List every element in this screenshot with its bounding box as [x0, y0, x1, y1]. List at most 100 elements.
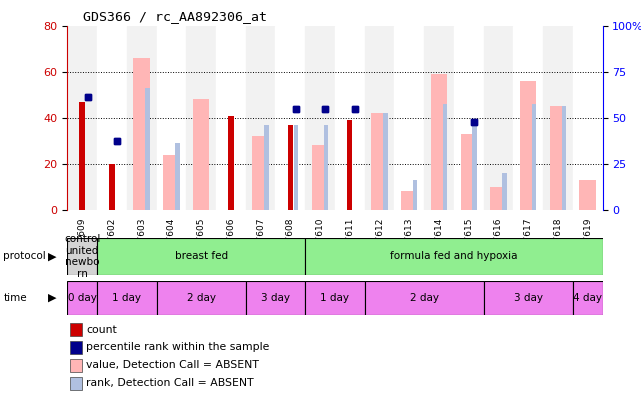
Text: 2 day: 2 day	[410, 293, 438, 303]
Bar	[163, 154, 179, 210]
Bar	[97, 26, 127, 210]
Bar	[472, 125, 477, 210]
Bar	[454, 26, 483, 210]
Bar	[550, 106, 566, 210]
Bar	[175, 143, 179, 210]
Text: 1 day: 1 day	[112, 293, 141, 303]
Text: ▶: ▶	[48, 251, 56, 261]
Bar	[383, 113, 388, 210]
Bar	[312, 145, 328, 210]
Bar	[67, 238, 97, 275]
Bar	[324, 125, 328, 210]
Bar	[70, 359, 82, 372]
Text: breast fed: breast fed	[174, 251, 228, 261]
Bar	[573, 281, 603, 315]
Bar	[156, 281, 246, 315]
Bar	[365, 26, 394, 210]
Bar	[97, 281, 156, 315]
Bar	[550, 106, 566, 210]
Bar	[228, 116, 233, 210]
Bar	[288, 125, 293, 210]
Bar	[70, 341, 82, 354]
Bar	[253, 136, 269, 210]
Bar	[347, 120, 353, 210]
Bar	[193, 99, 210, 210]
Bar	[460, 134, 477, 210]
Bar	[109, 164, 115, 210]
Bar	[483, 26, 513, 210]
Bar	[264, 125, 269, 210]
Bar	[133, 58, 150, 210]
Text: 0 day: 0 day	[68, 293, 97, 303]
Bar	[443, 104, 447, 210]
Bar	[347, 120, 353, 210]
Bar	[413, 180, 417, 210]
Bar	[543, 26, 573, 210]
Text: time: time	[3, 293, 27, 303]
Text: formula fed and hypoxia: formula fed and hypoxia	[390, 251, 518, 261]
Bar	[79, 102, 85, 210]
Bar	[431, 74, 447, 210]
Bar	[365, 281, 483, 315]
Bar	[490, 187, 506, 210]
Bar	[175, 143, 179, 210]
Bar	[294, 125, 299, 210]
Bar	[532, 104, 537, 210]
Bar	[305, 238, 603, 275]
Bar	[520, 81, 537, 210]
Bar	[324, 125, 328, 210]
Bar	[79, 102, 85, 210]
Bar	[443, 104, 447, 210]
Bar	[502, 173, 506, 210]
Bar	[253, 136, 269, 210]
Text: 1 day: 1 day	[320, 293, 349, 303]
Bar	[460, 134, 477, 210]
Text: 2 day: 2 day	[187, 293, 215, 303]
Bar	[246, 26, 276, 210]
Bar	[431, 74, 447, 210]
Bar	[579, 180, 596, 210]
Text: control
united
newbo
rn: control united newbo rn	[64, 234, 101, 279]
Bar	[413, 180, 417, 210]
Text: protocol: protocol	[3, 251, 46, 261]
Bar	[502, 173, 506, 210]
Bar	[401, 191, 417, 210]
Bar	[146, 88, 150, 210]
Bar	[335, 26, 365, 210]
Bar	[70, 323, 82, 336]
Bar	[562, 106, 566, 210]
Bar	[490, 187, 506, 210]
Bar	[97, 238, 305, 275]
Bar	[383, 113, 388, 210]
Bar	[67, 26, 97, 210]
Bar	[312, 145, 328, 210]
Bar	[70, 377, 82, 390]
Bar	[305, 281, 365, 315]
Bar	[305, 26, 335, 210]
Bar	[532, 104, 537, 210]
Text: rank, Detection Call = ABSENT: rank, Detection Call = ABSENT	[86, 378, 254, 388]
Bar	[67, 281, 97, 315]
Text: 3 day: 3 day	[261, 293, 290, 303]
Bar	[562, 106, 566, 210]
Bar	[394, 26, 424, 210]
Bar	[513, 26, 543, 210]
Text: GDS366 / rc_AA892306_at: GDS366 / rc_AA892306_at	[83, 10, 267, 23]
Bar	[424, 26, 454, 210]
Text: count: count	[86, 325, 117, 335]
Bar	[109, 164, 115, 210]
Text: percentile rank within the sample: percentile rank within the sample	[86, 343, 269, 352]
Bar	[193, 99, 210, 210]
Bar	[483, 281, 573, 315]
Bar	[228, 116, 233, 210]
Bar	[573, 26, 603, 210]
Text: 3 day: 3 day	[513, 293, 543, 303]
Bar	[472, 125, 477, 210]
Bar	[246, 281, 305, 315]
Text: 4 day: 4 day	[573, 293, 602, 303]
Bar	[146, 88, 150, 210]
Bar	[520, 81, 537, 210]
Text: value, Detection Call = ABSENT: value, Detection Call = ABSENT	[86, 360, 259, 370]
Bar	[156, 26, 187, 210]
Bar	[187, 26, 216, 210]
